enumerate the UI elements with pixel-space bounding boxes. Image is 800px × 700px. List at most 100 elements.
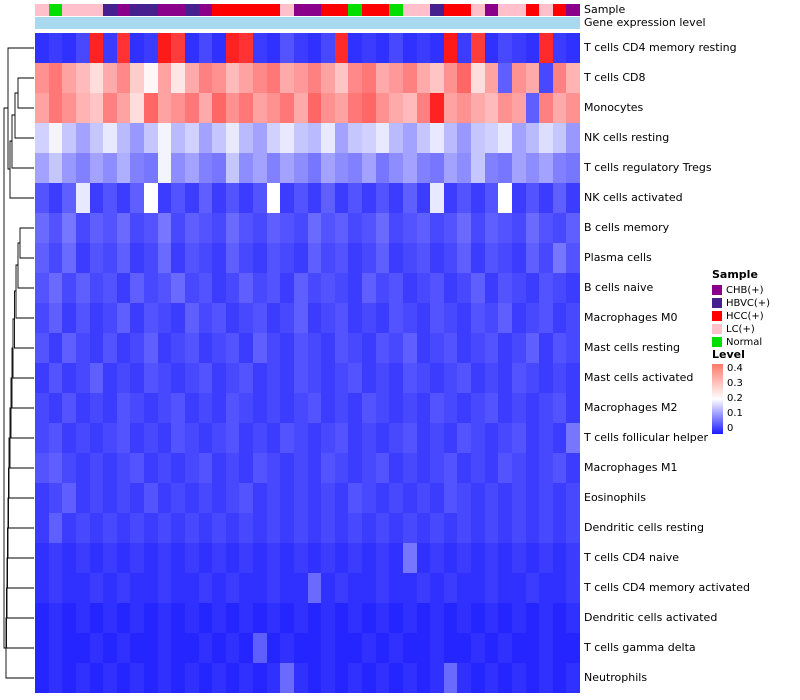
level-tick-label: 0.1 [727, 408, 743, 419]
heatmap-cell [348, 363, 362, 393]
legend-swatch-icon [712, 298, 722, 308]
sample-annotation-cell [539, 4, 553, 16]
heatmap-cell [362, 63, 376, 93]
heatmap-cell [103, 63, 117, 93]
heatmap-cell [212, 123, 226, 153]
heatmap-cell [539, 93, 553, 123]
heatmap-cell [35, 663, 49, 693]
heatmap-cell [321, 453, 335, 483]
heatmap-cell [566, 483, 580, 513]
heatmap-cell [212, 63, 226, 93]
heatmap-cell [35, 123, 49, 153]
heatmap-cell [116, 393, 131, 423]
heatmap-cell [334, 303, 349, 333]
heatmap-cell [225, 633, 240, 663]
heatmap-cell [416, 273, 431, 303]
heatmap-cell [443, 63, 458, 93]
heatmap-cell [266, 513, 281, 543]
heatmap-cell [157, 93, 172, 123]
heatmap-cell [130, 123, 144, 153]
sample-annotation-cell [334, 4, 349, 16]
heatmap-cell [198, 543, 213, 573]
heatmap-cell [266, 63, 281, 93]
heatmap-cell [144, 243, 158, 273]
heatmap-cell [389, 513, 403, 543]
heatmap-cell [212, 453, 226, 483]
heatmap-cell [362, 393, 376, 423]
heatmap-cell [348, 603, 362, 633]
heatmap-cell [266, 603, 281, 633]
heatmap-cell [307, 363, 322, 393]
heatmap-cell [157, 543, 172, 573]
heatmap-cell [375, 123, 390, 153]
legend-item: CHB(+) [712, 284, 770, 296]
heatmap-cell [525, 423, 540, 453]
heatmap-cell [239, 123, 253, 153]
heatmap-cell [48, 603, 63, 633]
heatmap-cell [348, 123, 362, 153]
heatmap-cell [362, 303, 376, 333]
heatmap-cell [457, 273, 471, 303]
heatmap-cell [130, 663, 144, 693]
heatmap-cell [498, 303, 512, 333]
heatmap-cell [239, 213, 253, 243]
heatmap-cell [198, 603, 213, 633]
heatmap-cell [116, 213, 131, 243]
heatmap-cell [471, 603, 485, 633]
heatmap-cell [293, 183, 308, 213]
heatmap-cell [116, 633, 131, 663]
heatmap-cell [416, 63, 431, 93]
heatmap-cell [35, 93, 49, 123]
heatmap-cell [525, 633, 540, 663]
heatmap-cell [212, 33, 226, 63]
heatmap-cell [321, 483, 335, 513]
heatmap-cell [484, 213, 499, 243]
heatmap-cell [116, 243, 131, 273]
sample-annotation-cell [89, 4, 104, 16]
heatmap-cell [321, 33, 335, 63]
heatmap-cell [198, 63, 213, 93]
heatmap-cell [484, 33, 499, 63]
heatmap-cell [416, 363, 431, 393]
heatmap-cell [334, 663, 349, 693]
heatmap-cell [539, 363, 553, 393]
heatmap-cell [307, 93, 322, 123]
sample-legend: Sample CHB(+) HBVC(+) HCC(+) LC(+) Normal [712, 268, 770, 349]
heatmap-cell [48, 483, 63, 513]
sample-annotation-cell [293, 4, 308, 16]
sample-annotation-cell [498, 4, 512, 16]
heatmap-cell [130, 603, 144, 633]
heatmap-cell [75, 273, 90, 303]
heatmap-cell [525, 573, 540, 603]
heatmap-cell [184, 183, 199, 213]
heatmap-cell [198, 663, 213, 693]
heatmap-cell [116, 33, 131, 63]
heatmap-cell [511, 483, 526, 513]
heatmap-cell [334, 183, 349, 213]
heatmap-cell [212, 633, 226, 663]
heatmap-cell [212, 213, 226, 243]
heatmap-cell [362, 453, 376, 483]
heatmap-cell [402, 663, 417, 693]
heatmap-cell [116, 123, 131, 153]
heatmap-cell [321, 183, 335, 213]
heatmap-cell [130, 33, 144, 63]
heatmap-cell [253, 543, 267, 573]
heatmap-cell [48, 423, 63, 453]
heatmap-cell [184, 333, 199, 363]
heatmap-cell [171, 33, 185, 63]
heatmap-cell [184, 33, 199, 63]
heatmap-cell [362, 93, 376, 123]
legend-item: HCC(+) [712, 310, 770, 322]
heatmap-cell [498, 573, 512, 603]
heatmap-cell [402, 243, 417, 273]
heatmap-cell [552, 453, 567, 483]
heatmap-cell [539, 213, 553, 243]
heatmap-cell [402, 513, 417, 543]
heatmap-cell [62, 603, 76, 633]
heatmap-cell [225, 453, 240, 483]
heatmap-cell [471, 33, 485, 63]
heatmap-cell [362, 363, 376, 393]
sample-annotation-cell [307, 4, 322, 16]
